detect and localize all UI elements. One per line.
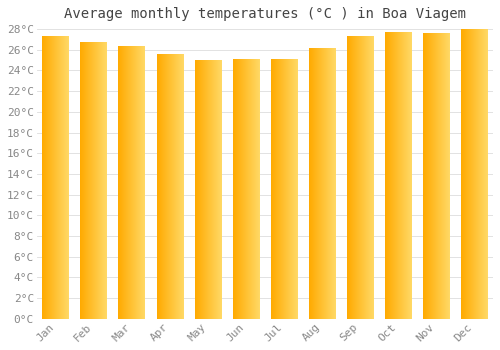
Title: Average monthly temperatures (°C ) in Boa Viagem: Average monthly temperatures (°C ) in Bo… bbox=[64, 7, 466, 21]
